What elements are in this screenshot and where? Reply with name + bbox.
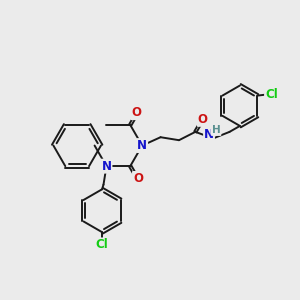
Text: O: O [131,106,142,119]
Text: N: N [137,139,147,152]
Text: O: O [133,172,143,185]
Text: N: N [204,128,214,141]
Text: H: H [212,125,220,135]
Text: Cl: Cl [265,88,278,100]
Text: Cl: Cl [96,238,108,251]
Text: N: N [101,160,112,172]
Text: O: O [198,113,208,126]
